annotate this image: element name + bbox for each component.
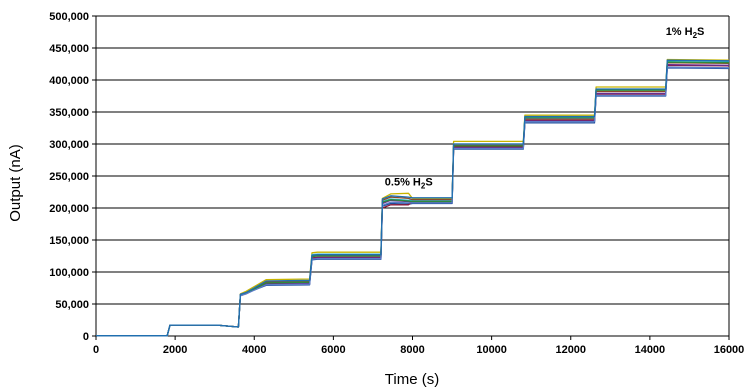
annotation-label: 0.5% H2S: [385, 177, 433, 191]
x-tick-label: 14000: [635, 344, 666, 356]
x-tick-label: 2000: [163, 344, 187, 356]
y-tick-label: 250,000: [49, 171, 89, 183]
x-tick-label: 6000: [321, 344, 345, 356]
y-tick-label: 100,000: [49, 267, 89, 279]
x-tick-label: 8000: [400, 344, 424, 356]
x-tick-label: 16000: [714, 344, 745, 356]
series-line: [96, 62, 730, 337]
annotations: 0.5% H2S 1% H2S: [385, 26, 705, 190]
y-axis: 0 50,000 100,000 150,000 200,000 250,000 300,0…: [49, 11, 96, 343]
annotation-label: 1% H2S: [666, 26, 705, 40]
x-axis-title: Time (s): [385, 371, 439, 387]
y-tick-label: 0: [83, 331, 89, 343]
y-tick-label: 200,000: [49, 203, 89, 215]
y-axis-title: Output (nA): [7, 144, 24, 222]
series-line: [96, 59, 730, 337]
y-tick-label: 300,000: [49, 139, 89, 151]
y-tick-label: 450,000: [49, 43, 89, 55]
y-tick-label: 350,000: [49, 107, 89, 119]
gridlines: [96, 15, 729, 305]
series-lines: [96, 58, 730, 337]
x-tick-label: 0: [93, 344, 99, 356]
x-tick-label: 4000: [242, 344, 266, 356]
x-tick-label: 12000: [555, 344, 586, 356]
y-tick-label: 400,000: [49, 75, 89, 87]
x-tick-label: 10000: [476, 344, 507, 356]
y-tick-label: 150,000: [49, 235, 89, 247]
y-tick-label: 50,000: [55, 299, 89, 311]
y-tick-label: 500,000: [49, 11, 89, 23]
x-axis: 0 2000 4000 6000 8000 10000 12000 14000 16000: [93, 336, 744, 356]
